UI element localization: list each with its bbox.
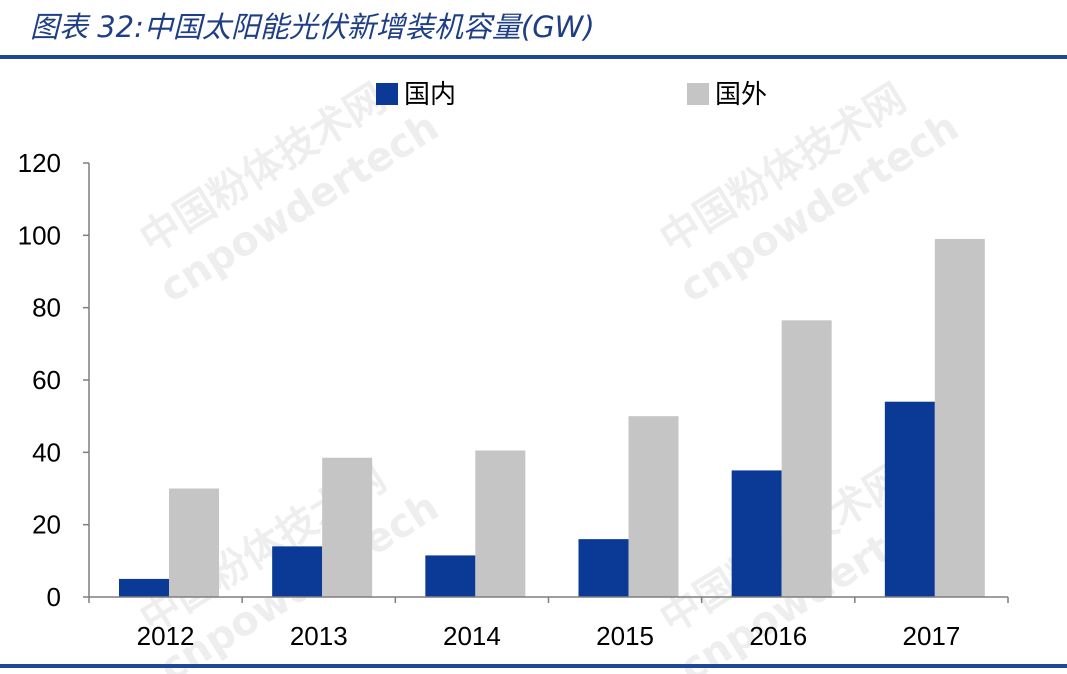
bar-overseas-2014 — [475, 450, 526, 597]
legend-swatch-0 — [376, 83, 398, 105]
y-tick-label: 120 — [18, 148, 61, 178]
y-tick-label: 100 — [18, 220, 61, 250]
x-tick-label: 2013 — [290, 621, 348, 651]
x-tick-label: 2015 — [596, 621, 654, 651]
bar-domestic-2013 — [272, 546, 323, 597]
y-axis: 0 20 40 60 80 100 120 — [18, 148, 90, 612]
legend-swatch-1 — [687, 83, 709, 105]
bar-overseas-2016 — [781, 320, 832, 597]
y-tick-label: 0 — [47, 582, 61, 612]
bar-overseas-2015 — [628, 416, 679, 597]
y-tick-label: 80 — [32, 293, 61, 323]
legend-label-0: 国内 — [404, 80, 456, 110]
legend: 国内 国外 — [376, 80, 767, 110]
x-tick-label: 2016 — [749, 621, 807, 651]
bar-domestic-2012 — [119, 578, 169, 597]
bar-domestic-2015 — [578, 539, 629, 597]
y-tick-label: 60 — [32, 365, 61, 395]
bar-domestic-2017 — [884, 401, 935, 597]
bar-overseas-2013 — [322, 457, 373, 597]
title-rule — [0, 55, 1067, 59]
bar-overseas-2012 — [169, 488, 219, 597]
chart-title: 图表 32:中国太阳能光伏新增装机容量(GW) — [30, 10, 595, 44]
bottom-rule — [0, 664, 1067, 668]
y-tick-label: 20 — [32, 510, 61, 540]
bar-domestic-2016 — [731, 470, 782, 597]
bars — [119, 238, 985, 597]
x-tick-label: 2017 — [902, 621, 960, 651]
bar-overseas-2017 — [934, 238, 985, 597]
x-tick-label: 2012 — [137, 621, 195, 651]
x-tick-label: 2014 — [443, 621, 501, 651]
bar-domestic-2014 — [425, 555, 476, 597]
legend-label-1: 国外 — [715, 80, 767, 110]
y-tick-label: 40 — [32, 437, 61, 467]
x-axis: 2012 2013 2014 2015 2016 2017 — [88, 596, 1009, 651]
